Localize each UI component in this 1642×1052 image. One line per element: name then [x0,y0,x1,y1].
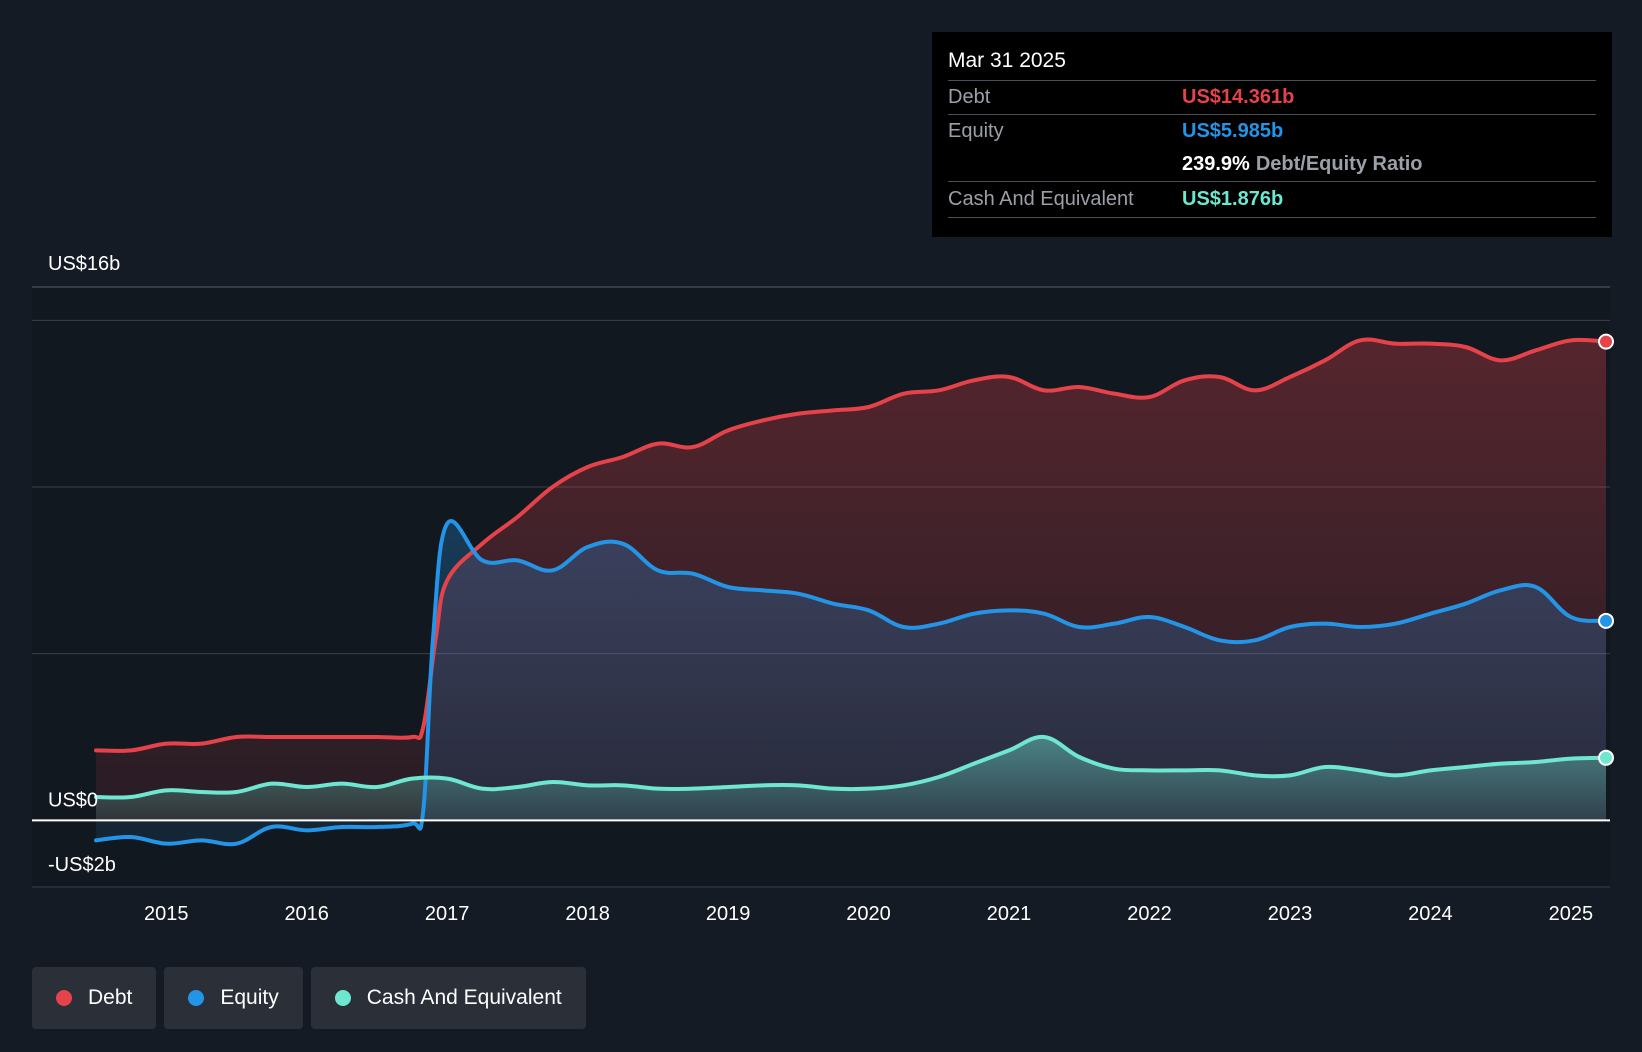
tooltip-debt-value: US$14.361b [1182,86,1295,108]
equity-end-marker [1598,612,1614,629]
cash-end-marker [1598,749,1614,766]
legend-equity-label: Equity [220,986,279,1009]
y-axis-label: -US$2b [48,854,116,876]
equity-dot-icon [188,990,205,1006]
x-tick-label: 2020 [846,903,891,925]
legend-equity-toggle[interactable]: Equity [164,967,303,1029]
x-tick-label: 2023 [1268,903,1313,925]
tooltip-ratio-value: 239.9% [1182,153,1250,175]
tooltip-cash-label: Cash And Equivalent [948,188,1134,210]
x-tick-label: 2019 [706,903,751,925]
x-tick-label: 2025 [1549,903,1594,925]
cash-area [96,736,1606,821]
x-tick-label: 2022 [1127,903,1172,925]
debt-end-marker [1598,333,1614,350]
legend-cash-toggle[interactable]: Cash And Equivalent [310,967,586,1029]
debt-line [94,337,1608,753]
tooltip-cash-value: US$1.876b [1182,188,1284,210]
tooltip-equity-row: Equity US$5.985b [948,114,1596,148]
cash-line [94,734,1608,800]
tooltip-equity-value: US$5.985b [1182,120,1284,142]
series-areas [96,339,1606,845]
cash-dot-icon [334,990,351,1006]
x-tick-label: 2021 [987,903,1032,925]
tooltip-ratio-row: 239.9% Debt/Equity Ratio [948,148,1596,181]
series-end-markers [1598,333,1614,766]
legend-cash-label: Cash And Equivalent [366,986,562,1009]
x-axis-labels: 2015 2016 2017 2018 2019 2020 2021 2022 2023 2024… [144,903,1593,925]
tooltip-debt-label: Debt [948,86,991,108]
series-lines [94,337,1608,847]
x-tick-label: 2016 [284,903,329,925]
tooltip-ratio-label: Debt/Equity Ratio [1255,153,1423,175]
debt-dot-icon [56,990,72,1006]
tooltip-panel: Mar 31 2025 Debt US$14.361b Equity US$5.… [932,32,1612,237]
legend-debt-toggle[interactable]: Debt [32,967,157,1029]
y-axis-label: US$16b [48,253,120,275]
tooltip-equity-label: Equity [948,120,1004,142]
chart-legend: Debt Equity Cash And Equivalent [32,967,586,1029]
x-tick-label: 2024 [1408,903,1453,925]
x-tick-label: 2015 [144,903,189,925]
y-axis-label: US$0 [48,789,98,811]
tooltip-date: Mar 31 2025 [948,49,1066,72]
equity-line [94,519,1608,847]
x-tick-label: 2017 [425,903,470,925]
legend-debt-label: Debt [88,986,133,1009]
x-tick-label: 2018 [565,903,610,925]
tooltip-cash-row: Cash And Equivalent US$1.876b [948,181,1596,218]
equity-area [96,520,1606,845]
tooltip-debt-row: Debt US$14.361b [948,80,1596,114]
y-axis-labels: US$16b US$0 -US$2b [48,253,120,876]
